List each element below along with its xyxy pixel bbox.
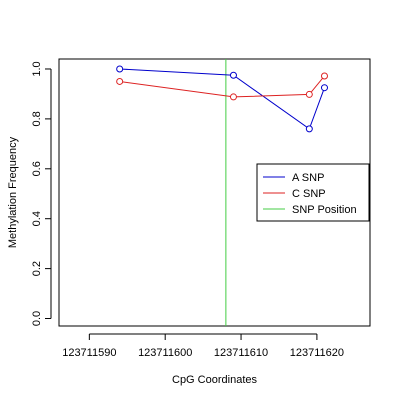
y-tick-label: 0.0 <box>31 311 43 326</box>
legend: A SNP C SNP SNP Position <box>256 163 370 222</box>
c-snp-line <box>119 75 325 98</box>
c-snp-point <box>320 72 328 80</box>
c-snp-point <box>229 93 237 101</box>
plot-frame <box>58 58 371 327</box>
a-snp-point <box>305 125 313 133</box>
y-axis: 0.0 0.2 0.4 0.6 0.8 1.0 <box>31 61 52 326</box>
y-tick-label: 1.0 <box>31 61 43 76</box>
x-tick-label: 123711620 <box>290 347 344 359</box>
plot-area <box>116 59 328 326</box>
y-axis-title: Methylation Frequency <box>7 136 19 248</box>
y-tick-label: 0.4 <box>31 211 43 226</box>
x-tick-label: 123711610 <box>214 347 268 359</box>
c-snp-point <box>116 77 124 85</box>
legend-label-snp-position: SNP Position <box>292 204 357 216</box>
a-snp-point <box>229 71 237 79</box>
x-axis-title: CpG Coordinates <box>172 374 257 386</box>
x-axis: 123711590 123711600 123711610 123711620 <box>62 333 344 359</box>
y-tick-label: 0.8 <box>31 111 43 126</box>
c-snp-point <box>305 90 313 98</box>
legend-label-a-snp: A SNP <box>292 172 324 184</box>
a-snp-point <box>116 65 124 73</box>
a-snp-point <box>320 84 328 92</box>
a-snp-line <box>119 68 325 130</box>
y-tick-label: 0.2 <box>31 261 43 276</box>
y-tick-label: 0.6 <box>31 161 43 176</box>
x-tick-label: 123711590 <box>62 347 116 359</box>
x-tick-label: 123711600 <box>138 347 192 359</box>
legend-label-c-snp: C SNP <box>292 188 326 200</box>
